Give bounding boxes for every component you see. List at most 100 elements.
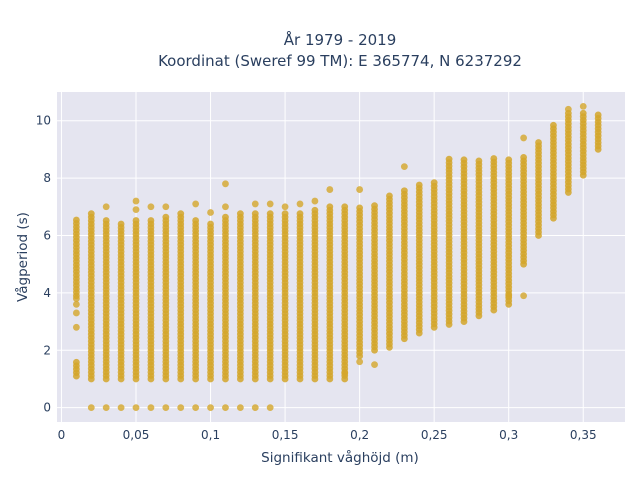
outlier-point — [505, 292, 513, 300]
outlier-point — [72, 309, 80, 317]
outlier-point — [251, 404, 259, 412]
outlier-point — [311, 197, 319, 205]
data-point — [535, 139, 542, 146]
outlier-point — [326, 186, 334, 193]
outlier-point — [296, 200, 304, 208]
data-point — [445, 155, 453, 163]
y-axis-title: Vågperiod (s) — [14, 212, 31, 302]
outlier-point — [266, 404, 274, 412]
outlier-point — [72, 323, 80, 331]
x-tick-label: 0,05 — [123, 428, 150, 442]
data-point — [356, 204, 364, 212]
outlier-point — [132, 206, 140, 214]
data-point — [147, 217, 155, 224]
x-axis-ticks: 0 0,05 0,1 0,15 0,2 0,25 0,3 0,35 — [58, 428, 597, 442]
outlier-point — [371, 361, 378, 369]
outlier-point — [192, 404, 200, 412]
outlier-point — [102, 404, 110, 412]
outlier-point — [147, 203, 155, 211]
outlier-point — [579, 102, 587, 110]
data-points — [72, 102, 602, 412]
data-point — [326, 203, 334, 211]
data-point — [251, 210, 259, 218]
data-point — [72, 216, 80, 224]
data-point — [177, 210, 185, 218]
data-point — [594, 111, 602, 119]
x-tick-label: 0,15 — [272, 428, 299, 442]
outlier-point — [147, 404, 155, 412]
y-tick-label: 2 — [43, 343, 51, 357]
x-tick-label: 0 — [58, 428, 66, 442]
x-tick-label: 0,35 — [570, 428, 597, 442]
data-point — [296, 210, 304, 218]
outlier-point — [192, 200, 200, 208]
outlier-point — [222, 404, 229, 412]
outlier-point — [520, 134, 528, 142]
chart-title-line2: Koordinat (Sweref 99 TM): E 365774, N 62… — [158, 52, 522, 70]
y-axis-ticks: 0 2 4 6 8 10 — [36, 114, 51, 415]
x-tick-label: 0,2 — [350, 428, 369, 442]
outlier-point — [162, 203, 170, 211]
outlier-point — [356, 186, 364, 193]
data-point — [341, 203, 349, 211]
data-point — [207, 220, 214, 228]
y-tick-label: 4 — [43, 286, 51, 300]
data-point — [117, 220, 125, 228]
data-point — [430, 179, 438, 187]
data-point — [87, 210, 95, 218]
outlier-point — [87, 404, 95, 412]
outlier-point — [222, 180, 229, 188]
data-point — [386, 192, 393, 200]
data-point — [311, 206, 319, 214]
chart-title-line1: År 1979 - 2019 — [284, 30, 397, 49]
data-point — [520, 154, 528, 161]
data-point — [162, 213, 170, 221]
outlier-point — [162, 404, 170, 412]
x-tick-label: 0,25 — [421, 428, 448, 442]
data-point — [266, 210, 274, 218]
outlier-point — [72, 300, 80, 308]
outlier-point — [132, 197, 140, 205]
y-tick-label: 0 — [43, 401, 51, 415]
data-point — [132, 217, 140, 224]
outlier-point — [102, 203, 110, 211]
outlier-point — [251, 200, 259, 208]
data-point — [415, 181, 423, 189]
y-tick-label: 6 — [43, 228, 51, 242]
outlier-point — [236, 404, 244, 412]
data-point — [72, 358, 80, 366]
outlier-point — [281, 203, 289, 211]
x-tick-label: 0,1 — [201, 428, 220, 442]
data-point — [102, 217, 110, 224]
outlier-point — [132, 404, 140, 412]
data-point — [460, 156, 468, 164]
data-point — [579, 109, 587, 117]
x-tick-label: 0,3 — [499, 428, 518, 442]
y-tick-label: 8 — [43, 171, 51, 185]
data-point — [281, 210, 289, 218]
outlier-point — [207, 209, 214, 216]
data-point — [222, 213, 229, 221]
outlier-point — [564, 105, 572, 113]
outlier-point — [207, 404, 214, 412]
data-point — [490, 155, 498, 162]
data-point — [475, 157, 483, 165]
data-point — [400, 187, 408, 195]
y-tick-label: 10 — [36, 114, 51, 128]
outlier-point — [400, 163, 408, 171]
outlier-point — [117, 404, 125, 412]
data-point — [371, 202, 378, 210]
outlier-point — [520, 292, 528, 300]
outlier-point — [356, 358, 364, 366]
outlier-point — [266, 200, 274, 208]
data-point — [505, 156, 513, 164]
data-point — [550, 121, 557, 129]
outlier-point — [222, 203, 229, 211]
outlier-point — [72, 295, 80, 303]
outlier-point — [341, 369, 349, 377]
data-point — [236, 210, 244, 218]
data-point — [192, 217, 200, 224]
outlier-point — [177, 404, 185, 412]
x-axis-title: Signifikant våghöjd (m) — [261, 449, 419, 466]
